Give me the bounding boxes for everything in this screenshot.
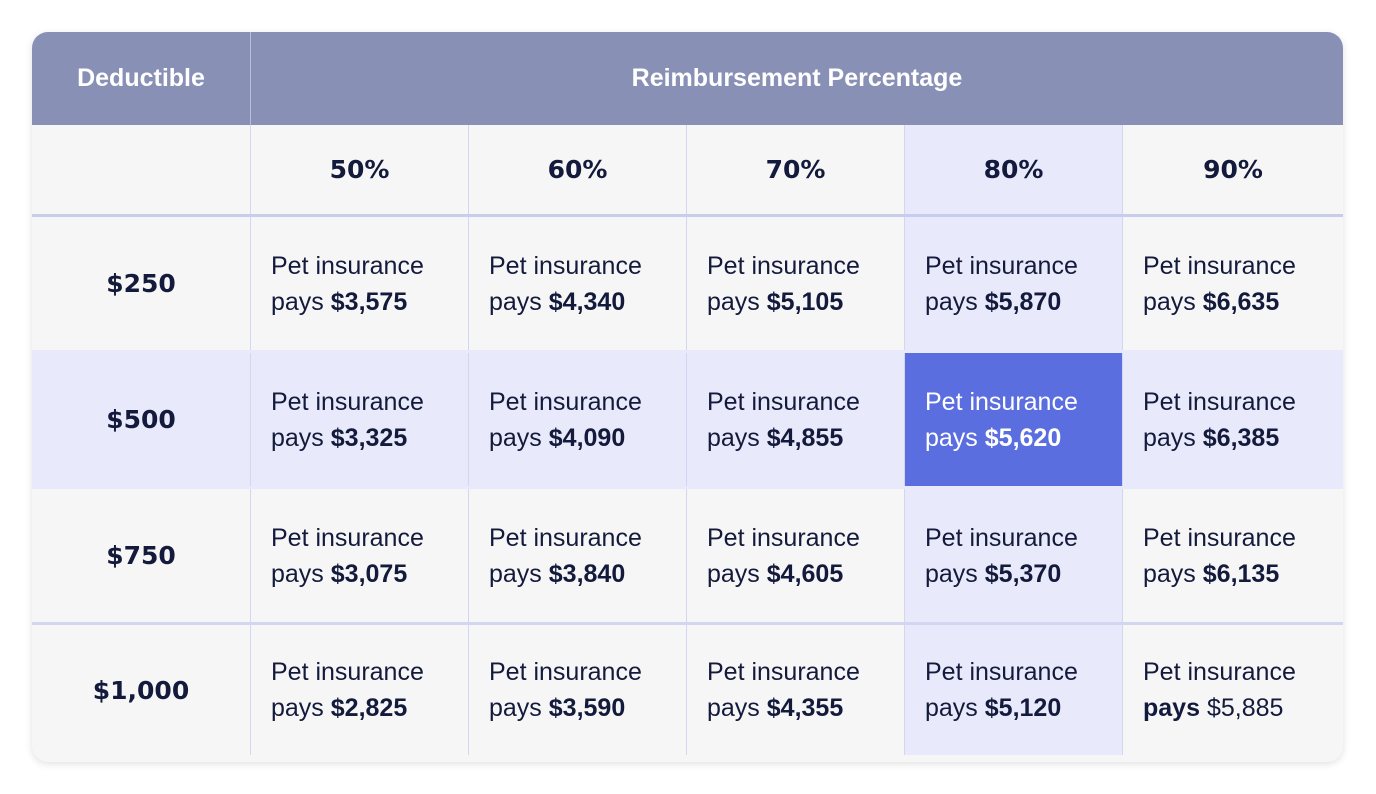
table-cell: Pet insurance pays $2,825: [251, 625, 469, 755]
table-cell: Pet insurance pays $5,885: [1143, 658, 1296, 722]
table-cell: Pet insurance pays $4,340: [469, 217, 687, 350]
table-cell: Pet insurance pays $3,325: [251, 353, 469, 486]
deductible-250: $250: [32, 217, 251, 350]
pct-50: 50%: [251, 125, 469, 214]
pct-90: 90%: [1203, 155, 1263, 184]
table-cell: Pet insurance pays $6,135: [1143, 523, 1296, 588]
table-cell: Pet insurance pays $5,870: [905, 217, 1123, 350]
pct-70: 70%: [687, 125, 905, 214]
row-separator: [32, 622, 1343, 625]
corner-cell: [32, 125, 251, 214]
header-separator: [32, 214, 1343, 217]
table-cell: Pet insurance pays $4,605: [687, 489, 905, 622]
table-cell: Pet insurance pays $3,840: [469, 489, 687, 622]
table-cell: Pet insurance pays $4,855: [687, 353, 905, 486]
pct-60: 60%: [469, 125, 687, 214]
header-deductible: Deductible: [32, 32, 251, 125]
table-cell: Pet insurance pays $4,090: [469, 353, 687, 486]
table-cell: Pet insurance pays $4,355: [687, 625, 905, 755]
table-cell: Pet insurance pays $3,575: [251, 217, 469, 350]
pct-80: 80%: [905, 125, 1123, 214]
table-cell: Pet insurance pays $5,370: [905, 489, 1123, 622]
row-separator: [32, 350, 1343, 353]
table-cell: Pet insurance pays $5,105: [687, 217, 905, 350]
table-cell: Pet insurance pays $6,635: [1143, 251, 1296, 316]
selected-cell: Pet insurance pays $5,620: [905, 353, 1123, 486]
deductible-500: $500: [32, 353, 251, 486]
deductible-1000: $1,000: [32, 625, 251, 755]
table-cell: Pet insurance pays $6,385: [1123, 353, 1343, 486]
table-cell: Pet insurance pays $5,120: [905, 625, 1123, 755]
reimbursement-table: Deductible Reimbursement Percentage 50% …: [32, 32, 1343, 762]
row-separator: [32, 486, 1343, 489]
reimbursement-table-card: Deductible Reimbursement Percentage 50% …: [32, 32, 1343, 762]
table-cell: Pet insurance pays $3,075: [251, 489, 469, 622]
deductible-750: $750: [32, 489, 251, 622]
table-cell: Pet insurance pays $3,590: [469, 625, 687, 755]
header-reimbursement-percentage: Reimbursement Percentage: [251, 32, 1343, 125]
